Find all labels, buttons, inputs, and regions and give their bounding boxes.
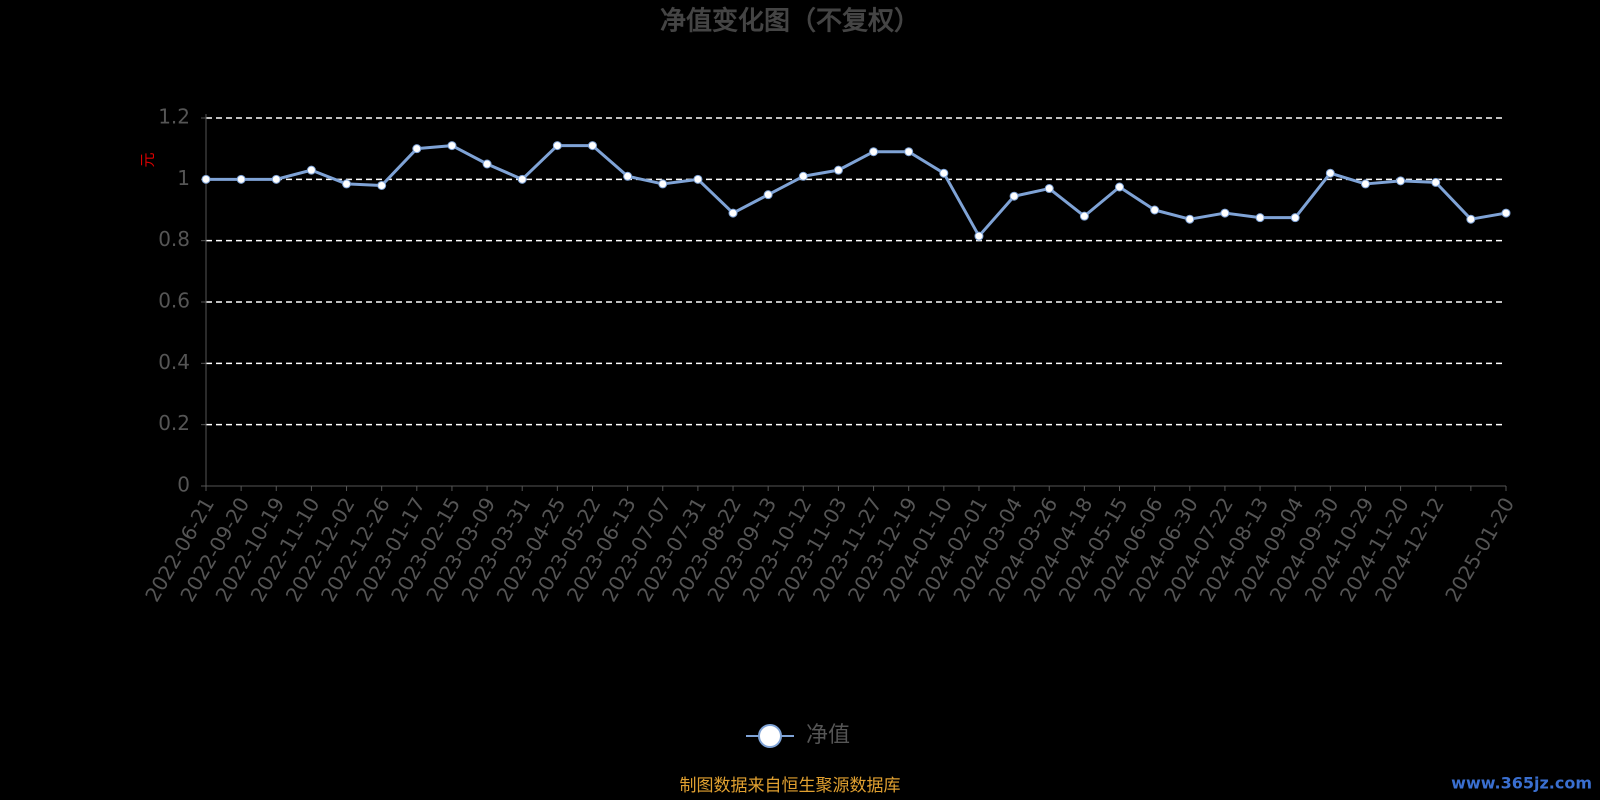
y-tick-label: 0 [177, 473, 190, 497]
point-marker [833, 165, 843, 175]
y-axis-label: 元 [139, 152, 157, 167]
y-tick-label: 0.4 [158, 350, 190, 374]
point-marker [1501, 208, 1511, 218]
point-marker [869, 147, 879, 157]
y-tick-label: 0.6 [158, 289, 190, 313]
y-tick-label: 1 [177, 166, 190, 190]
point-marker [517, 174, 527, 184]
x-tick-label: 2025-01-20 [1440, 493, 1519, 606]
point-marker [377, 180, 387, 190]
point-marker [482, 159, 492, 169]
point-marker [412, 144, 422, 154]
point-marker [904, 147, 914, 157]
point-marker [342, 179, 352, 189]
point-marker [1360, 179, 1370, 189]
point-marker [763, 190, 773, 200]
line-series [206, 144, 1507, 238]
point-marker [1466, 214, 1476, 224]
point-marker [658, 179, 668, 189]
point-marker [1431, 177, 1441, 187]
point-marker [623, 171, 633, 181]
point-marker [201, 174, 211, 184]
point-marker [1396, 176, 1406, 186]
source-note: 制图数据来自恒生聚源数据库 [680, 776, 901, 796]
point-marker [552, 141, 562, 151]
point-marker [271, 174, 281, 184]
watermark: www.365jz.com [1451, 774, 1592, 793]
point-marker [939, 168, 949, 178]
point-marker [1325, 168, 1335, 178]
point-marker [1115, 182, 1125, 192]
point-marker [1185, 214, 1195, 224]
point-marker [1290, 213, 1300, 223]
point-marker [1079, 211, 1089, 221]
point-marker [1150, 205, 1160, 215]
point-marker [798, 171, 808, 181]
point-marker [1255, 213, 1265, 223]
point-marker [1044, 184, 1054, 194]
point-marker [1009, 191, 1019, 201]
point-marker [1220, 208, 1230, 218]
chart-title: 净值变化图（不复权） [660, 6, 920, 37]
point-marker [693, 174, 703, 184]
point-marker [236, 174, 246, 184]
point-marker [306, 165, 316, 175]
y-tick-label: 1.2 [158, 105, 190, 129]
point-marker [587, 141, 597, 151]
legend-label: 净值 [806, 723, 850, 748]
legend-marker [758, 724, 782, 748]
point-marker [447, 141, 457, 151]
point-marker [974, 231, 984, 241]
y-tick-label: 0.2 [158, 411, 190, 435]
y-tick-label: 0.8 [158, 227, 190, 251]
point-marker [728, 208, 738, 218]
